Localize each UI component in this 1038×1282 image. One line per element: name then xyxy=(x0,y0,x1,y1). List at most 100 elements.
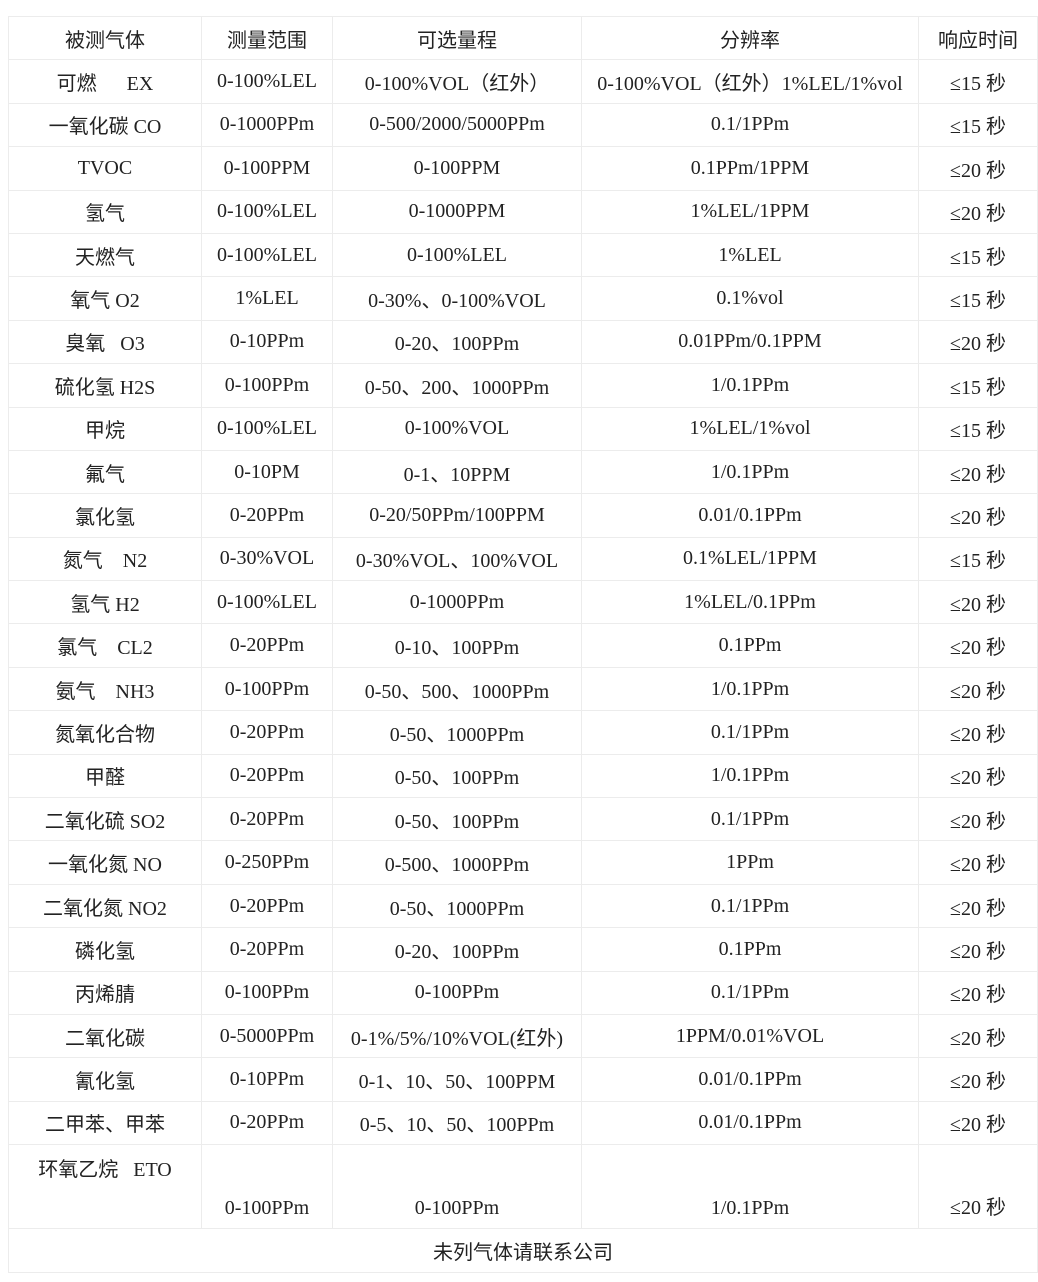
cell-resolution: 1%LEL/1%vol xyxy=(581,406,919,451)
cell-resolution: 0.01/0.1PPm xyxy=(581,1100,919,1146)
cell-selectable-range: 0-50、500、1000PPm xyxy=(332,666,582,712)
cell-selectable-range: 0-500/2000/5000PPm xyxy=(332,102,582,148)
cell-selectable-range: 0-100%LEL xyxy=(332,232,582,278)
cell-gas-name: 氮气 N2 xyxy=(8,536,202,582)
table-row: 氯化氢 0-20PPm 0-20/50PPm/100PPM 0.01/0.1PPm ≤2… xyxy=(8,493,1038,538)
cell-measure-range: 0-1000PPm xyxy=(201,102,333,148)
cell-measure-range: 0-100%LEL xyxy=(201,406,333,451)
cell-gas-name: 可燃 EX xyxy=(8,59,202,104)
cell-measure-range: 0-100PPm xyxy=(201,1144,333,1230)
cell-response-time: ≤20 秒 xyxy=(918,797,1038,842)
cell-resolution: 0.1%vol xyxy=(581,276,919,321)
cell-resolution: 1/0.1PPm xyxy=(581,449,919,495)
cell-measure-range: 0-10PM xyxy=(201,449,333,495)
footer-row: 未列气体请联系公司 xyxy=(8,1228,1038,1273)
cell-selectable-range: 0-50、1000PPm xyxy=(332,710,582,755)
cell-selectable-range: 0-1、10、50、100PPM xyxy=(332,1057,582,1102)
cell-selectable-range: 0-30%VOL、100%VOL xyxy=(332,536,582,582)
cell-gas-name: 磷化氢 xyxy=(8,927,202,972)
cell-measure-range: 1%LEL xyxy=(201,276,333,321)
cell-measure-range: 0-100PPm xyxy=(201,666,333,712)
cell-response-time: ≤15 秒 xyxy=(918,536,1038,582)
table-row: 二甲苯、甲苯 0-20PPm 0-5、10、50、100PPm 0.01/0.1PPm… xyxy=(8,1100,1038,1146)
cell-gas-name: 氨气 NH3 xyxy=(8,666,202,712)
cell-selectable-range: 0-50、1000PPm xyxy=(332,883,582,929)
cell-selectable-range: 0-5、10、50、100PPm xyxy=(332,1100,582,1146)
cell-response-time: ≤15 秒 xyxy=(918,406,1038,451)
table-row: 氢气 H2 0-100%LEL 0-1000PPm 1%LEL/0.1PPm ≤20 秒 xyxy=(8,580,1038,625)
cell-selectable-range: 0-100PPm xyxy=(332,1144,582,1230)
header-row: 被测气体 测量范围 可选量程 分辨率 响应时间 xyxy=(8,15,1038,61)
cell-measure-range: 0-10PPm xyxy=(201,1057,333,1102)
cell-response-time: ≤20 秒 xyxy=(918,710,1038,755)
cell-response-time: ≤20 秒 xyxy=(918,1057,1038,1102)
cell-gas-name: 氢气 xyxy=(8,189,202,234)
cell-gas-name: 氰化氢 xyxy=(8,1057,202,1102)
cell-measure-range: 0-100PPm xyxy=(201,970,333,1015)
cell-measure-range: 0-100%LEL xyxy=(201,580,333,625)
cell-response-time: ≤15 秒 xyxy=(918,232,1038,278)
cell-gas-name: TVOC xyxy=(8,146,202,191)
cell-response-time: ≤20 秒 xyxy=(918,753,1038,799)
cell-selectable-range: 0-1%/5%/10%VOL(红外) xyxy=(332,1013,582,1059)
cell-selectable-range: 0-1、10PPM xyxy=(332,449,582,495)
cell-resolution: 0.1PPm xyxy=(581,623,919,668)
cell-selectable-range: 0-20、100PPm xyxy=(332,927,582,972)
cell-gas-name: 天燃气 xyxy=(8,232,202,278)
cell-gas-name: 丙烯腈 xyxy=(8,970,202,1015)
cell-resolution: 0.01/0.1PPm xyxy=(581,493,919,538)
table-row: 二氧化碳 0-5000PPm 0-1%/5%/10%VOL(红外) 1PPM/0.01… xyxy=(8,1013,1038,1059)
cell-response-time: ≤20 秒 xyxy=(918,319,1038,365)
table-row: 二氧化硫 SO2 0-20PPm 0-50、100PPm 0.1/1PPm ≤20 秒 xyxy=(8,797,1038,842)
header-selectable-range: 可选量程 xyxy=(332,15,582,61)
cell-response-time: ≤20 秒 xyxy=(918,189,1038,234)
cell-resolution: 0.1/1PPm xyxy=(581,797,919,842)
cell-response-time: ≤20 秒 xyxy=(918,666,1038,712)
table-row: 甲醛 0-20PPm 0-50、100PPm 1/0.1PPm ≤20 秒 xyxy=(8,753,1038,799)
gas-spec-table: 被测气体 测量范围 可选量程 分辨率 响应时间 可燃 EX 0-100%LEL 0-100%… xyxy=(8,15,1038,1273)
cell-resolution: 0.1/1PPm xyxy=(581,970,919,1015)
cell-selectable-range: 0-50、100PPm xyxy=(332,753,582,799)
cell-resolution: 0.1PPm/1PPM xyxy=(581,146,919,191)
cell-response-time: ≤20 秒 xyxy=(918,970,1038,1015)
cell-gas-name: 氯化氢 xyxy=(8,493,202,538)
table-row: 氯气 CL2 0-20PPm 0-10、100PPm 0.1PPm ≤20 秒 xyxy=(8,623,1038,668)
cell-measure-range: 0-100PPM xyxy=(201,146,333,191)
cell-resolution: 0.01PPm/0.1PPM xyxy=(581,319,919,365)
cell-measure-range: 0-5000PPm xyxy=(201,1013,333,1059)
cell-measure-range: 0-20PPm xyxy=(201,623,333,668)
cell-response-time: ≤20 秒 xyxy=(918,1144,1038,1230)
cell-gas-name: 环氧乙烷 ETO xyxy=(8,1144,202,1230)
cell-gas-name: 二氧化氮 NO2 xyxy=(8,883,202,929)
header-gas-name: 被测气体 xyxy=(8,15,202,61)
cell-measure-range: 0-100%LEL xyxy=(201,189,333,234)
cell-measure-range: 0-100PPm xyxy=(201,363,333,408)
cell-response-time: ≤20 秒 xyxy=(918,1013,1038,1059)
cell-resolution: 1/0.1PPm xyxy=(581,363,919,408)
table-row: 甲烷 0-100%LEL 0-100%VOL 1%LEL/1%vol ≤15 秒 xyxy=(8,406,1038,451)
cell-selectable-range: 0-50、100PPm xyxy=(332,797,582,842)
cell-gas-name: 一氧化氮 NO xyxy=(8,840,202,885)
cell-measure-range: 0-20PPm xyxy=(201,883,333,929)
cell-resolution: 1/0.1PPm xyxy=(581,753,919,799)
table-row: 天燃气 0-100%LEL 0-100%LEL 1%LEL ≤15 秒 xyxy=(8,232,1038,278)
cell-selectable-range: 0-1000PPm xyxy=(332,580,582,625)
cell-gas-name: 氮氧化合物 xyxy=(8,710,202,755)
cell-selectable-range: 0-100%VOL xyxy=(332,406,582,451)
cell-selectable-range: 0-500、1000PPm xyxy=(332,840,582,885)
cell-measure-range: 0-20PPm xyxy=(201,797,333,842)
table-row: 氨气 NH3 0-100PPm 0-50、500、1000PPm 1/0.1PPm ≤2… xyxy=(8,666,1038,712)
cell-response-time: ≤20 秒 xyxy=(918,146,1038,191)
cell-measure-range: 0-20PPm xyxy=(201,493,333,538)
table-row: 丙烯腈 0-100PPm 0-100PPm 0.1/1PPm ≤20 秒 xyxy=(8,970,1038,1015)
cell-response-time: ≤20 秒 xyxy=(918,927,1038,972)
cell-resolution: 1PPm xyxy=(581,840,919,885)
cell-resolution: 0.01/0.1PPm xyxy=(581,1057,919,1102)
cell-response-time: ≤15 秒 xyxy=(918,276,1038,321)
cell-gas-name: 二氧化碳 xyxy=(8,1013,202,1059)
cell-measure-range: 0-250PPm xyxy=(201,840,333,885)
cell-response-time: ≤20 秒 xyxy=(918,840,1038,885)
cell-gas-name: 二氧化硫 SO2 xyxy=(8,797,202,842)
cell-resolution: 0.1/1PPm xyxy=(581,883,919,929)
table-row: 可燃 EX 0-100%LEL 0-100%VOL（红外） 0-100%VOL（红外）… xyxy=(8,59,1038,104)
